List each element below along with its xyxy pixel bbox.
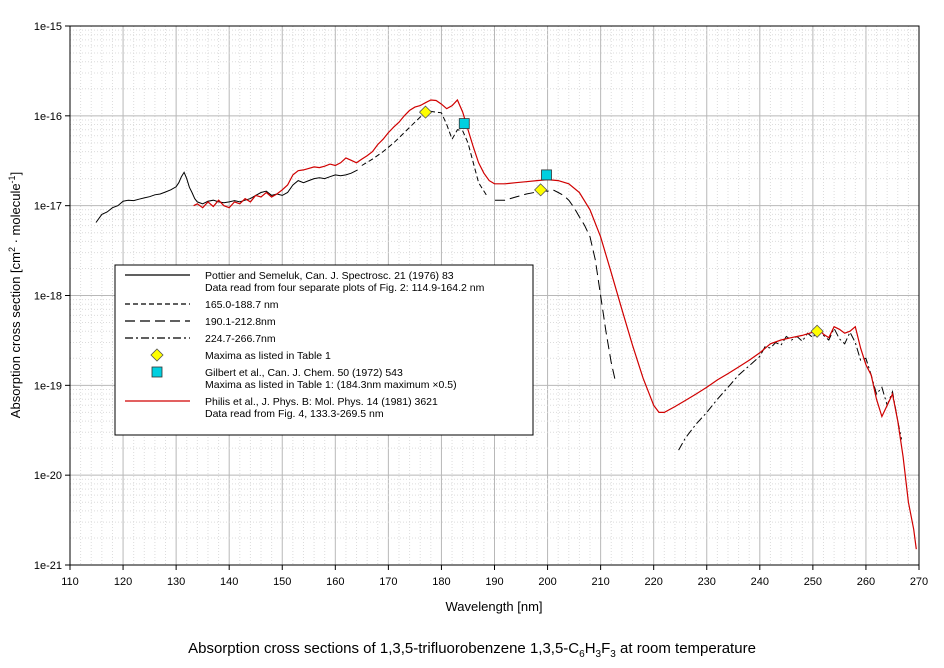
y-tick-label: 1e-17 (34, 201, 62, 213)
legend-item: 165.0-188.7 nm (125, 299, 279, 311)
series-line-2 (495, 189, 616, 382)
legend-label: Data read from Fig. 4, 133.3-269.5 nm (205, 408, 384, 420)
y-axis-title: Absorption cross section [cm2 · molecule… (7, 172, 23, 418)
series-layer (95, 98, 917, 550)
y-tick-label: 1e-18 (34, 291, 62, 303)
maxima-diamond-marker (418, 105, 433, 119)
x-tick-label: 120 (114, 576, 132, 588)
x-tick-label: 270 (910, 576, 928, 588)
legend-item: Maxima as listed in Table 1 (150, 348, 331, 362)
x-axis: 110 120 130 140 150 160 170 180 190 200 210 220 230 2… (61, 565, 928, 588)
x-tick-label: 170 (379, 576, 397, 588)
legend-label: Pottier and Semeluk, Can. J. Spectrosc. … (205, 270, 454, 282)
legend-item: Pottier and Semeluk, Can. J. Spectrosc. … (125, 270, 485, 294)
x-tick-label: 210 (591, 576, 609, 588)
maxima-diamond-marker (534, 183, 548, 197)
x-axis-title: Wavelength [nm] (445, 599, 542, 614)
y-tick-label: 1e-15 (34, 21, 62, 33)
x-tick-label: 150 (273, 576, 291, 588)
legend-label: Data read from four separate plots of Fi… (205, 282, 485, 294)
legend: Pottier and Semeluk, Can. J. Spectrosc. … (114, 264, 534, 436)
y-tick-label: 1e-19 (34, 380, 62, 392)
legend-label: 165.0-188.7 nm (205, 299, 279, 311)
x-tick-label: 260 (857, 576, 875, 588)
x-tick-label: 200 (538, 576, 556, 588)
maxima-square-marker (458, 118, 470, 129)
legend-label: 224.7-266.7nm (205, 333, 276, 345)
legend-label: Philis et al., J. Phys. B: Mol. Phys. 14… (205, 396, 438, 408)
legend-diamond-swatch (150, 348, 164, 362)
legend-label: Gilbert et al., Can. J. Chem. 50 (1972) … (205, 367, 403, 379)
legend-square-swatch (151, 366, 163, 378)
legend-box (114, 264, 534, 436)
maxima-diamond-marker (810, 324, 824, 338)
y-tick-label: 1e-21 (34, 560, 62, 572)
y-tick-label: 1e-20 (34, 470, 62, 482)
x-tick-label: 230 (698, 576, 716, 588)
legend-item: 190.1-212.8nm (125, 316, 276, 328)
legend-label: Maxima as listed in Table 1: (184.3nm ma… (205, 379, 457, 391)
y-tick-label: 1e-16 (34, 111, 62, 123)
legend-item: Philis et al., J. Phys. B: Mol. Phys. 14… (125, 396, 438, 420)
chart: 110 120 130 140 150 160 170 180 190 200 210 220 230 2… (7, 21, 928, 614)
x-tick-label: 180 (432, 576, 450, 588)
maxima-square-marker (541, 169, 552, 181)
legend-item: 224.7-266.7nm (125, 333, 276, 345)
series-line-1 (361, 110, 489, 198)
x-tick-label: 130 (167, 576, 185, 588)
x-tick-label: 220 (645, 576, 663, 588)
series-line-4 (193, 98, 917, 550)
legend-item: Gilbert et al., Can. J. Chem. 50 (1972) … (151, 366, 457, 391)
x-tick-label: 160 (326, 576, 344, 588)
chart-caption: Absorption cross sections of 1,3,5-trifl… (188, 640, 756, 660)
y-axis: 1e-21 1e-20 1e-19 1e-18 1e-17 1e-16 1e-15 (34, 21, 70, 572)
x-tick-label: 140 (220, 576, 238, 588)
series-line-0 (95, 169, 358, 223)
x-tick-label: 240 (751, 576, 769, 588)
legend-label: Maxima as listed in Table 1 (205, 350, 331, 362)
x-tick-label: 250 (804, 576, 822, 588)
legend-label: 190.1-212.8nm (205, 316, 276, 328)
x-tick-label: 190 (485, 576, 503, 588)
x-tick-label: 110 (61, 576, 79, 588)
